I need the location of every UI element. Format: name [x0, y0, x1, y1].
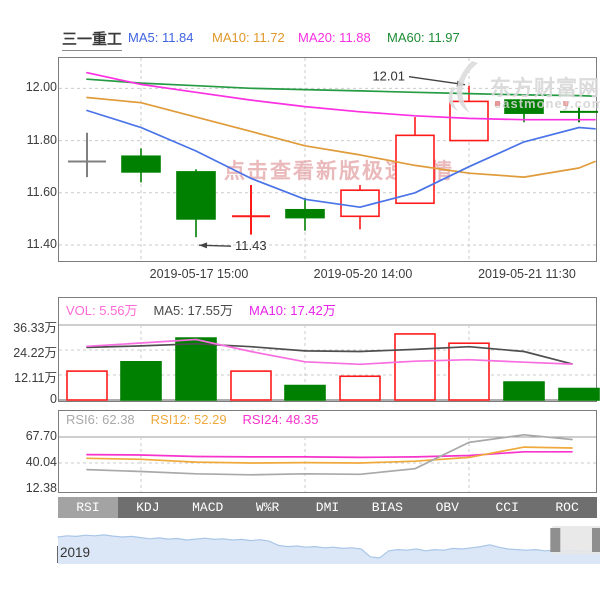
price-panel-frame: [58, 57, 597, 262]
rsi-legend-item: RSI6: 62.38: [66, 412, 135, 427]
rsi-y-tick: 40.04: [25, 455, 57, 469]
navigator-handle-left[interactable]: [550, 528, 561, 552]
rsi-line-chart: [58, 410, 597, 493]
rsi-legend-item: RSI24: 48.35: [242, 412, 319, 427]
rsi-legend: RSI6: 62.38 RSI12: 52.29 RSI24: 48.35: [66, 412, 334, 427]
tab-wpctr[interactable]: W%R: [255, 500, 280, 515]
tab-obv[interactable]: OBV: [435, 500, 459, 515]
navigator-axis-tick: [57, 546, 58, 563]
volume-y-tick: 0: [50, 392, 57, 406]
navigator-handle-right[interactable]: [592, 528, 600, 552]
tab-bias[interactable]: BIAS: [371, 500, 403, 515]
price-ma20-line: [86, 71, 596, 121]
timeline-navigator[interactable]: [57, 526, 600, 564]
header-ma60-label: MA60: 11.97: [387, 30, 460, 45]
volume-y-tick: 12.11万: [14, 371, 57, 385]
rsi-rsi12-line: [86, 446, 573, 464]
tab-cci[interactable]: CCI: [495, 500, 519, 515]
volume-y-tick: 24.22万: [13, 346, 57, 360]
header-ma20-label: MA20: 11.88: [298, 30, 371, 45]
price-y-tick: 11.60: [26, 185, 57, 199]
annotation-high: 12.01: [372, 69, 405, 84]
tab-dmi[interactable]: DMI: [315, 500, 340, 515]
rsi-rsi24-line: [86, 450, 573, 459]
x-axis-date-label: 2019-05-17 15:00: [149, 267, 249, 281]
rsi-y-tick: 12.38: [25, 481, 57, 495]
volume-bar-chart: [58, 297, 600, 402]
price-ma5-line: [86, 109, 596, 209]
price-y-tick: 11.40: [26, 237, 57, 251]
tab-rsi[interactable]: RSI: [58, 497, 118, 518]
tab-kdj[interactable]: KDJ: [136, 500, 160, 515]
volume-legend-item: VOL: 5.56万: [66, 303, 138, 318]
price-y-tick: 12.00: [25, 80, 57, 94]
volume-legend-item: MA10: 17.42万: [249, 303, 336, 318]
volume-y-tick: 36.33万: [13, 321, 57, 335]
volume-ma5-line: [86, 342, 573, 365]
header-ma10-label: MA10: 11.72: [212, 30, 285, 45]
volume-legend: VOL: 5.56万 MA5: 17.55万 MA10: 17.42万: [66, 300, 352, 319]
navigator-year-label: 2019: [60, 545, 91, 560]
tab-roc[interactable]: ROC: [555, 500, 579, 515]
watermark-swoosh-icon: [456, 61, 478, 113]
stock-name: 三一重工: [62, 28, 123, 51]
svg-text:东方财富网: 东方财富网: [490, 76, 600, 100]
volume-ma10-line: [86, 338, 573, 366]
price-ma60-line: [86, 78, 596, 98]
rsi-legend-item: RSI12: 52.29: [150, 412, 227, 427]
indicator-tab-bar: RSI KDJ MACD W%R DMI BIAS OBV CCI ROC: [58, 497, 597, 518]
tab-macd[interactable]: MACD: [192, 500, 224, 515]
svg-text:eastmoney.com: eastmoney.com: [494, 96, 600, 111]
x-axis-date-label: 2019-05-20 14:00: [313, 267, 413, 281]
price-y-tick: 11.80: [26, 133, 57, 147]
rsi-rsi6-line: [86, 433, 573, 476]
navigator-line: [57, 534, 600, 559]
annotation-low: 11.43: [235, 238, 267, 253]
x-axis-date-label: 2019-05-21 11:30: [478, 267, 576, 281]
candles: [68, 85, 598, 238]
navigator-area: [58, 534, 600, 564]
volume-legend-item: MA5: 17.55万: [153, 303, 234, 318]
price-ma10-line: [86, 96, 596, 178]
header-ma5-label: MA5: 11.84: [128, 30, 194, 45]
volume-bars: [66, 333, 600, 401]
rsi-y-tick: 67.70: [25, 429, 57, 443]
